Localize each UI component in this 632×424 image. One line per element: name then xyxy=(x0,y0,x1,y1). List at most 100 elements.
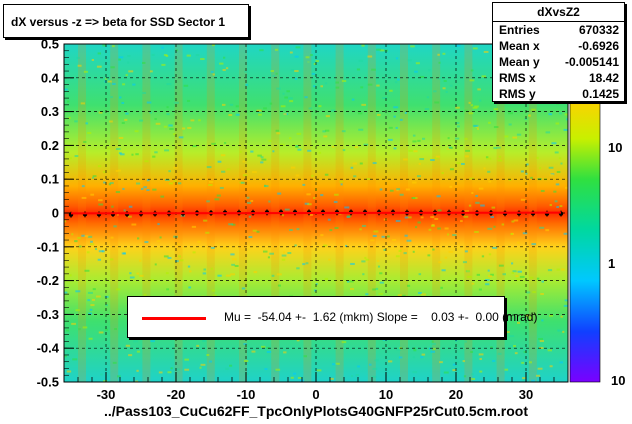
heatmap-cell xyxy=(549,204,552,207)
heatmap-cell xyxy=(526,291,531,294)
heatmap-cell xyxy=(231,223,236,226)
heatmap-cell xyxy=(448,250,454,253)
heatmap-cell xyxy=(305,56,310,59)
heatmap-cell xyxy=(434,157,439,160)
heatmap-cell xyxy=(471,282,475,285)
heatmap-cell xyxy=(245,83,248,86)
heatmap-cell xyxy=(64,220,67,223)
x-tick-label: 30 xyxy=(519,387,533,402)
heatmap-cell xyxy=(395,255,400,258)
heatmap-cell xyxy=(361,260,366,263)
heatmap-cell xyxy=(118,56,124,59)
heatmap-cell xyxy=(164,149,170,152)
heatmap-cell xyxy=(129,272,132,275)
heatmap-cell xyxy=(508,112,513,115)
heatmap-cell xyxy=(294,244,297,247)
heatmap-cell xyxy=(281,258,286,261)
heatmap-cell xyxy=(331,145,335,148)
heatmap-cell xyxy=(296,339,300,342)
heatmap-cell xyxy=(432,248,435,251)
heatmap-cell xyxy=(256,230,260,233)
heatmap-cell xyxy=(69,157,72,160)
heatmap-cell xyxy=(219,62,224,65)
heatmap-cell xyxy=(420,216,424,219)
heatmap-cell xyxy=(519,275,525,278)
stats-title: dXvsZ2 xyxy=(493,3,624,22)
heatmap-cell xyxy=(504,135,509,138)
heatmap-cell xyxy=(412,140,417,143)
heatmap-cell xyxy=(403,252,407,255)
heatmap-cell xyxy=(526,163,529,166)
heatmap-cell xyxy=(364,256,367,259)
heatmap-cell xyxy=(486,157,492,160)
heatmap-cell xyxy=(223,142,227,145)
heatmap-cell xyxy=(444,227,449,230)
heatmap-cell xyxy=(452,369,457,372)
heatmap-cell xyxy=(365,293,369,296)
heatmap-cell xyxy=(313,62,316,65)
heatmap-cell xyxy=(222,68,226,71)
heatmap-cell xyxy=(468,101,471,104)
heatmap-cell xyxy=(412,181,417,184)
heatmap-cell xyxy=(77,64,82,67)
heatmap-cell xyxy=(437,53,440,56)
heatmap-cell xyxy=(487,170,491,173)
heatmap-cell xyxy=(455,361,460,364)
heatmap-cell xyxy=(415,226,418,229)
heatmap-cell xyxy=(178,255,182,258)
heatmap-cell xyxy=(439,361,443,364)
heatmap-cell xyxy=(485,156,489,159)
heatmap-cell xyxy=(464,109,469,112)
heatmap-cell xyxy=(386,253,390,256)
heatmap-cell xyxy=(178,136,184,139)
heatmap-cell xyxy=(125,74,128,77)
heatmap-cell xyxy=(421,353,426,356)
heatmap-cell xyxy=(297,148,302,151)
heatmap-cell xyxy=(80,102,86,105)
heatmap-cell xyxy=(140,187,144,190)
heatmap-cell xyxy=(167,371,172,374)
heatmap-cell xyxy=(397,78,400,81)
heatmap-cell xyxy=(514,352,518,355)
heatmap-cell xyxy=(144,160,149,163)
heatmap-cell xyxy=(290,166,296,169)
heatmap-cell xyxy=(137,237,140,240)
heatmap-cell xyxy=(472,47,478,50)
heatmap-cell xyxy=(161,63,166,66)
heatmap-cell xyxy=(169,127,174,130)
heatmap-cell xyxy=(256,109,262,112)
heatmap-cell xyxy=(341,341,347,344)
heatmap-cell xyxy=(370,239,375,242)
heatmap-cell xyxy=(74,240,78,243)
heatmap-cell xyxy=(554,151,559,154)
colorbar-label-middle: 1 xyxy=(608,256,615,271)
heatmap-cell xyxy=(545,131,551,134)
heatmap-cell xyxy=(415,62,420,65)
heatmap-cell xyxy=(383,248,386,251)
heatmap-cell xyxy=(435,155,440,158)
heatmap-cell xyxy=(261,158,267,161)
heatmap-cell xyxy=(381,235,385,238)
heatmap-cell xyxy=(192,251,196,254)
heatmap-cell xyxy=(313,196,316,199)
heatmap-cell xyxy=(438,61,441,64)
heatmap-cell xyxy=(395,219,401,222)
heatmap-cell xyxy=(520,170,524,173)
heatmap-cell xyxy=(304,202,309,205)
heatmap-cell xyxy=(490,273,494,276)
heatmap-cell xyxy=(168,124,173,127)
heatmap-cell xyxy=(434,101,440,104)
heatmap-cell xyxy=(522,232,528,235)
heatmap-cell xyxy=(253,271,258,274)
heatmap-cell xyxy=(206,354,210,357)
heatmap-cell xyxy=(143,186,147,189)
heatmap-cell xyxy=(74,120,78,123)
heatmap-cell xyxy=(460,162,465,165)
heatmap-cell xyxy=(223,246,228,249)
heatmap-cell xyxy=(107,80,112,83)
heatmap-cell xyxy=(248,215,252,218)
heatmap-cell xyxy=(208,180,214,183)
heatmap-cell xyxy=(308,107,312,110)
stats-row-mean-x: Mean x -0.6926 xyxy=(493,38,624,54)
heatmap-cell xyxy=(549,314,554,317)
